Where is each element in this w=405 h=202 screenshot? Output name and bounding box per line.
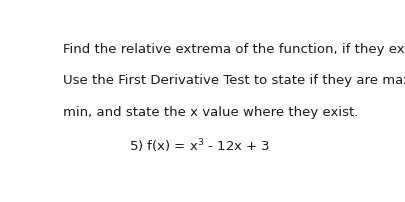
- Text: Find the relative extrema of the function, if they exist.: Find the relative extrema of the functio…: [63, 43, 405, 56]
- Text: min, and state the x value where they exist.: min, and state the x value where they ex…: [63, 105, 358, 118]
- Text: Use the First Derivative Test to state if they are max or: Use the First Derivative Test to state i…: [63, 74, 405, 87]
- Text: 5) f(x) = x$^{3}$ - 12x + 3: 5) f(x) = x$^{3}$ - 12x + 3: [129, 136, 270, 154]
